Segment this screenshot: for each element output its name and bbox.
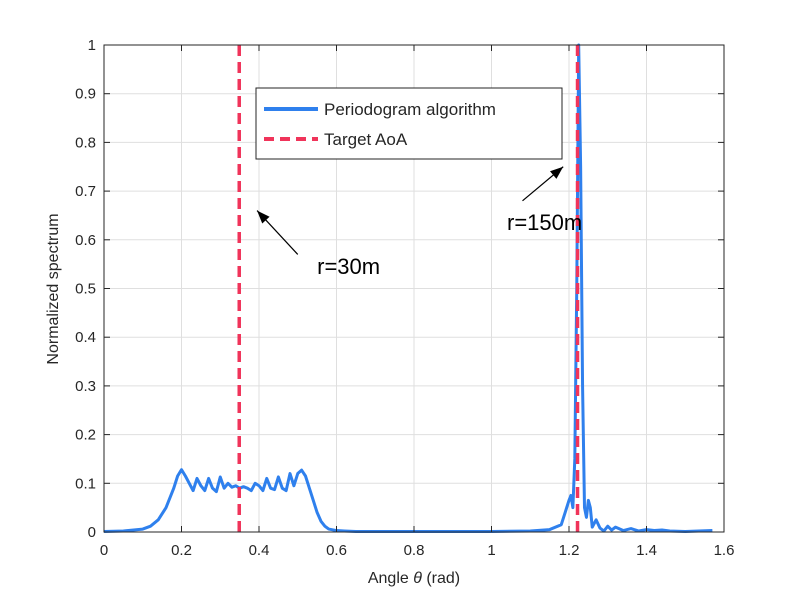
x-axis-label-prefix: Angle — [368, 570, 413, 587]
annotation-arrow-head — [550, 166, 564, 179]
y-tick-label: 0.7 — [75, 183, 96, 200]
legend-label-target-aoa: Target AoA — [324, 130, 408, 149]
x-tick-label: 0.4 — [249, 542, 270, 559]
x-tick-label: 1.6 — [714, 542, 735, 559]
x-tick-label: 0.8 — [404, 542, 425, 559]
y-axis-label: Normalized spectrum — [45, 213, 62, 364]
y-tick-label: 0.1 — [75, 475, 96, 492]
y-tick-label: 1 — [88, 37, 96, 54]
series-lines — [103, 43, 713, 534]
x-axis-label: Angle θ (rad) — [368, 570, 460, 587]
x-tick-label: 1.2 — [559, 542, 580, 559]
x-tick-label: 1 — [487, 542, 495, 559]
annotation-label: r=150m — [507, 210, 582, 235]
y-tick-label: 0.3 — [75, 378, 96, 395]
legend-label-periodogram: Periodogram algorithm — [324, 100, 496, 119]
annotations: r=30m r=150m — [256, 166, 582, 279]
x-tick-label: 1.4 — [636, 542, 657, 559]
x-tick-label: 0 — [100, 542, 108, 559]
annotation-label: r=30m — [317, 254, 380, 279]
legend: Periodogram algorithm Target AoA — [255, 87, 563, 160]
x-tick-label: 0.2 — [171, 542, 192, 559]
x-axis-label-symbol: θ — [413, 570, 422, 587]
y-tick-label: 0.6 — [75, 232, 96, 249]
series-periodogram-line — [103, 43, 713, 534]
x-tick-label: 0.6 — [326, 542, 347, 559]
y-tick-label: 0 — [88, 524, 96, 541]
y-tick-label: 0.4 — [75, 329, 96, 346]
x-axis-label-suffix: (rad) — [422, 570, 460, 587]
legend-box — [255, 87, 563, 160]
axis-ticks: 0 0.2 0.4 0.6 0.8 1 1.2 1.4 1.6 0 0.1 0.2 0.3 0.4 0.5 0… — [75, 37, 734, 559]
y-tick-label: 0.8 — [75, 134, 96, 151]
annotation-arrow-head — [257, 210, 270, 224]
y-tick-label: 0.2 — [75, 427, 96, 444]
y-tick-label: 0.9 — [75, 86, 96, 103]
y-tick-label: 0.5 — [75, 281, 96, 298]
